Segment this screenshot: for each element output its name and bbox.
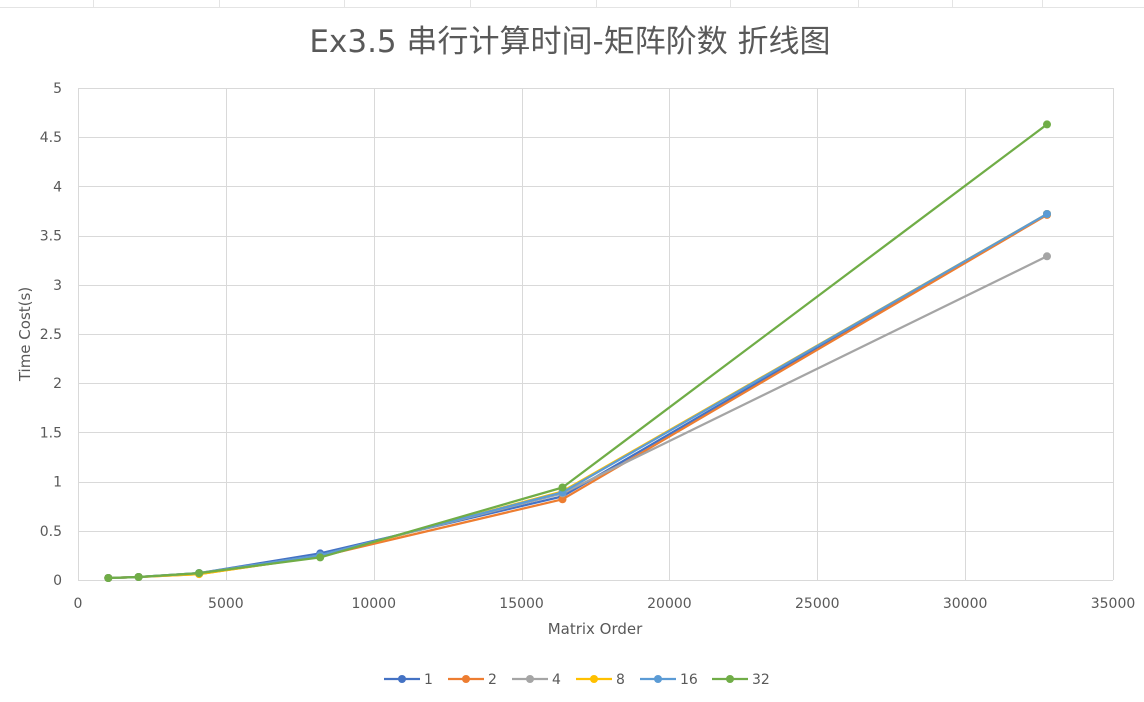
data-point [558, 495, 567, 504]
legend[interactable]: 1 2 4 8 16 32 [384, 672, 770, 688]
legend-marker [526, 675, 534, 683]
series-line [107, 212, 1049, 580]
legend-marker [398, 675, 406, 683]
series-line [107, 213, 1049, 580]
series-4 [104, 252, 1051, 582]
series-line [107, 255, 1049, 580]
data-point [134, 573, 143, 581]
gridlines [78, 88, 1114, 581]
x-tick-label: 35000 [1091, 596, 1136, 612]
data-point [558, 483, 567, 492]
data-point [104, 574, 113, 582]
legend-marker [726, 675, 734, 683]
y-tick-label: 1 [53, 475, 62, 491]
y-tick-label: 3 [53, 278, 62, 294]
legend-label: 1 [424, 672, 433, 688]
y-tick-label: 4.5 [40, 130, 62, 146]
x-tick-label: 0 [74, 596, 83, 612]
legend-marker [462, 675, 470, 683]
data-point [195, 569, 204, 578]
series-line [107, 212, 1049, 580]
series-32 [104, 120, 1051, 582]
data-point [316, 553, 325, 562]
y-tick-label: 3.5 [40, 229, 62, 245]
x-tick-label: 10000 [351, 596, 396, 612]
legend-marker [590, 675, 598, 683]
x-tick-label: 5000 [208, 596, 244, 612]
chart-title: Ex3.5 串行计算时间-矩阵阶数 折线图 [309, 24, 830, 60]
series-lines [104, 120, 1051, 582]
y-tick-label: 0.5 [40, 524, 62, 540]
x-axis-title: Matrix Order [548, 620, 643, 638]
y-axis-title: Time Cost(s) [16, 287, 34, 382]
legend-item-8[interactable]: 8 [576, 672, 625, 688]
x-tick-label: 20000 [647, 596, 692, 612]
y-tick-label: 1.5 [40, 425, 62, 441]
x-tick-label: 25000 [795, 596, 840, 612]
series-16 [104, 210, 1051, 582]
legend-item-32[interactable]: 32 [712, 672, 770, 688]
legend-label: 8 [616, 672, 625, 688]
series-8 [104, 210, 1051, 582]
y-tick-label: 2 [53, 376, 62, 392]
legend-item-16[interactable]: 16 [640, 672, 698, 688]
legend-label: 32 [752, 672, 770, 688]
data-point [1043, 210, 1051, 218]
legend-item-1[interactable]: 1 [384, 672, 433, 688]
legend-label: 2 [488, 672, 497, 688]
spreadsheet-gridline-strip [0, 0, 1144, 8]
x-tick-label: 30000 [943, 596, 988, 612]
data-point [1043, 120, 1051, 129]
y-tick-label: 5 [53, 81, 62, 97]
y-tick-label: 2.5 [40, 327, 62, 343]
legend-item-2[interactable]: 2 [448, 672, 497, 688]
y-tick-label: 0 [53, 573, 62, 589]
legend-label: 16 [680, 672, 698, 688]
series-1 [104, 210, 1051, 582]
legend-marker [654, 675, 662, 683]
y-axis-ticks: 0 0.5 1 1.5 2 2.5 3 3.5 4 4.5 5 [40, 81, 62, 589]
series-line [107, 123, 1049, 580]
data-point [1043, 252, 1051, 261]
x-tick-label: 15000 [499, 596, 544, 612]
series-2 [104, 210, 1051, 582]
series-line [107, 212, 1049, 580]
y-tick-label: 4 [53, 179, 62, 195]
legend-item-4[interactable]: 4 [512, 672, 561, 688]
x-axis-ticks: 0 5000 10000 15000 20000 25000 30000 35000 [74, 596, 1136, 612]
legend-label: 4 [552, 672, 561, 688]
